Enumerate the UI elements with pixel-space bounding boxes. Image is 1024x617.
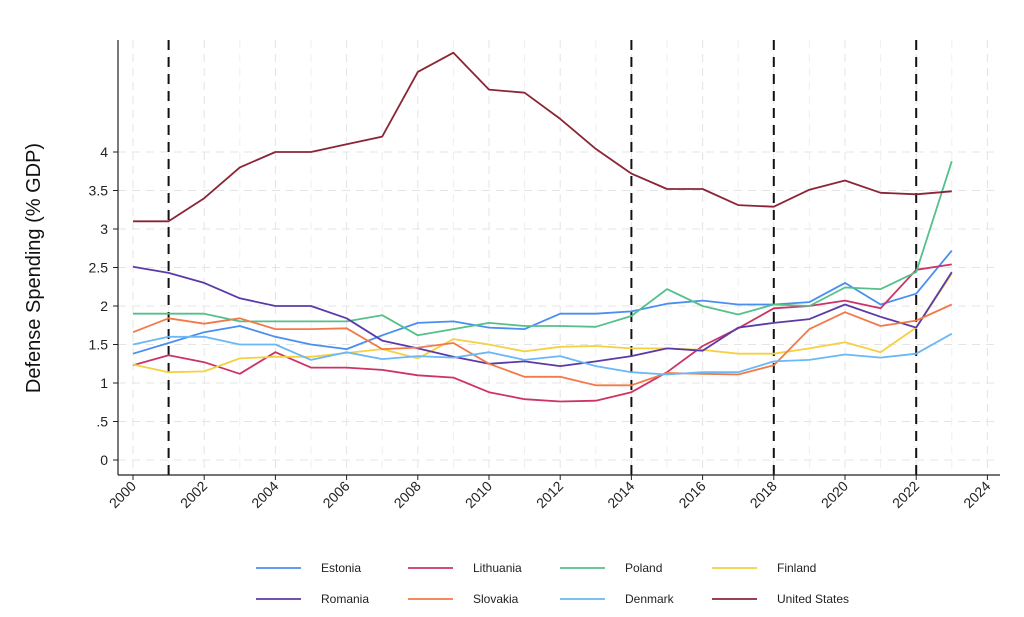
x-tick-label: 2000 — [106, 478, 139, 511]
x-tick-label: 2002 — [177, 478, 210, 511]
x-tick-label: 2020 — [818, 478, 851, 511]
legend-label: Romania — [321, 592, 369, 606]
x-tick-label: 2012 — [533, 478, 566, 511]
x-tick-label: 2010 — [462, 478, 495, 511]
legend: Estonia Lithuania Poland Finland Romania Slov… — [256, 561, 849, 606]
series-line-slovakia — [132, 303, 953, 387]
legend-label: Slovakia — [473, 592, 519, 606]
series-lines — [132, 51, 953, 403]
series-line-poland — [133, 160, 953, 337]
series-line-united-states — [133, 51, 952, 223]
legend-label: Estonia — [321, 561, 361, 575]
x-tick-label: 2016 — [675, 478, 708, 511]
series-line-finland — [132, 273, 953, 374]
legend-label: Finland — [777, 561, 816, 575]
y-tick-label: 1 — [100, 375, 108, 391]
x-tick-label: 2014 — [604, 478, 637, 511]
legend-label: Lithuania — [473, 561, 522, 575]
axes: 0 .5 1 1.5 2 2.5 3 3.5 4 2000 2002 2004 2006 2008 2010… — [89, 40, 1000, 511]
series-line-lithuania — [132, 263, 952, 403]
series-line-estonia — [132, 250, 953, 355]
y-tick-label: 0 — [100, 452, 108, 468]
y-tick-label: 3.5 — [89, 183, 109, 199]
y-tick-label: 2.5 — [89, 260, 109, 276]
x-tick-label: 2008 — [391, 478, 424, 511]
y-tick-label: 1.5 — [89, 337, 109, 353]
series-line-denmark — [132, 332, 953, 376]
legend-label: Denmark — [625, 592, 675, 606]
x-tick-label: 2022 — [889, 478, 922, 511]
y-tick-label: 4 — [100, 144, 108, 160]
y-tick-label: 3 — [100, 221, 108, 237]
reference-lines — [167, 40, 918, 475]
x-tick-label: 2018 — [747, 478, 780, 511]
x-tick-label: 2024 — [960, 478, 993, 511]
series-line-romania — [132, 265, 953, 368]
x-tick-label: 2006 — [319, 478, 352, 511]
legend-label: United States — [777, 592, 849, 606]
legend-label: Poland — [625, 561, 662, 575]
y-tick-label: .5 — [96, 414, 108, 430]
y-tick-label: 2 — [100, 298, 108, 314]
x-tick-label: 2004 — [248, 478, 281, 511]
y-axis-label: Defense Spending (% GDP) — [23, 143, 45, 393]
gridlines — [118, 40, 1000, 475]
